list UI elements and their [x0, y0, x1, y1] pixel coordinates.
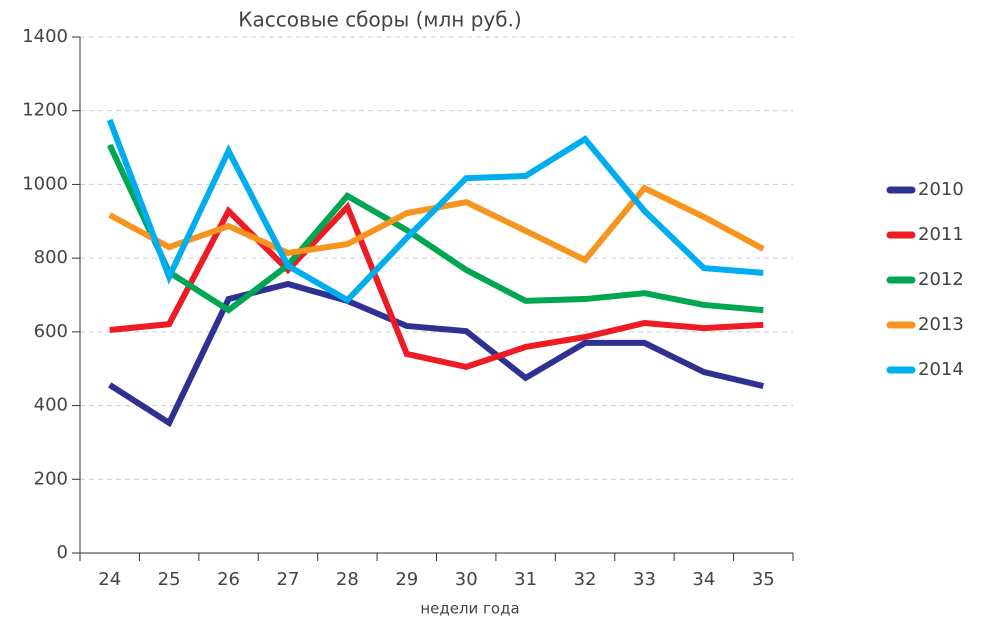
x-tick-label: 35 — [752, 569, 775, 590]
x-axis-label: недели года — [420, 600, 519, 618]
legend-label: 2012 — [918, 269, 964, 290]
y-tick-label: 400 — [34, 395, 68, 416]
y-tick-label: 1000 — [22, 173, 68, 194]
series-line — [106, 143, 764, 314]
y-tick-label: 600 — [34, 321, 68, 342]
legend-label: 2011 — [918, 224, 964, 245]
x-tick-label: 24 — [98, 569, 121, 590]
y-tick-label: 0 — [57, 542, 68, 563]
legend-label: 2013 — [918, 314, 964, 335]
x-tick-label: 33 — [633, 569, 656, 590]
x-tick-label: 30 — [455, 569, 478, 590]
legend-label: 2010 — [918, 179, 964, 200]
x-tick-label: 25 — [158, 569, 181, 590]
legend-label: 2014 — [918, 359, 964, 380]
y-tick-label: 800 — [34, 247, 68, 268]
y-tick-label: 1400 — [22, 26, 68, 47]
x-tick-label: 31 — [514, 569, 537, 590]
series-line — [106, 118, 764, 304]
y-tick-label: 200 — [34, 468, 68, 489]
x-tick-label: 28 — [336, 569, 359, 590]
x-tick-label: 34 — [692, 569, 715, 590]
series-line — [108, 280, 764, 428]
x-tick-label: 27 — [277, 569, 300, 590]
x-tick-label: 32 — [574, 569, 597, 590]
y-tick-label: 1200 — [22, 100, 68, 121]
chart-title: Кассовые сборы (млн руб.) — [238, 8, 521, 32]
x-tick-label: 29 — [395, 569, 418, 590]
x-tick-label: 26 — [217, 569, 240, 590]
